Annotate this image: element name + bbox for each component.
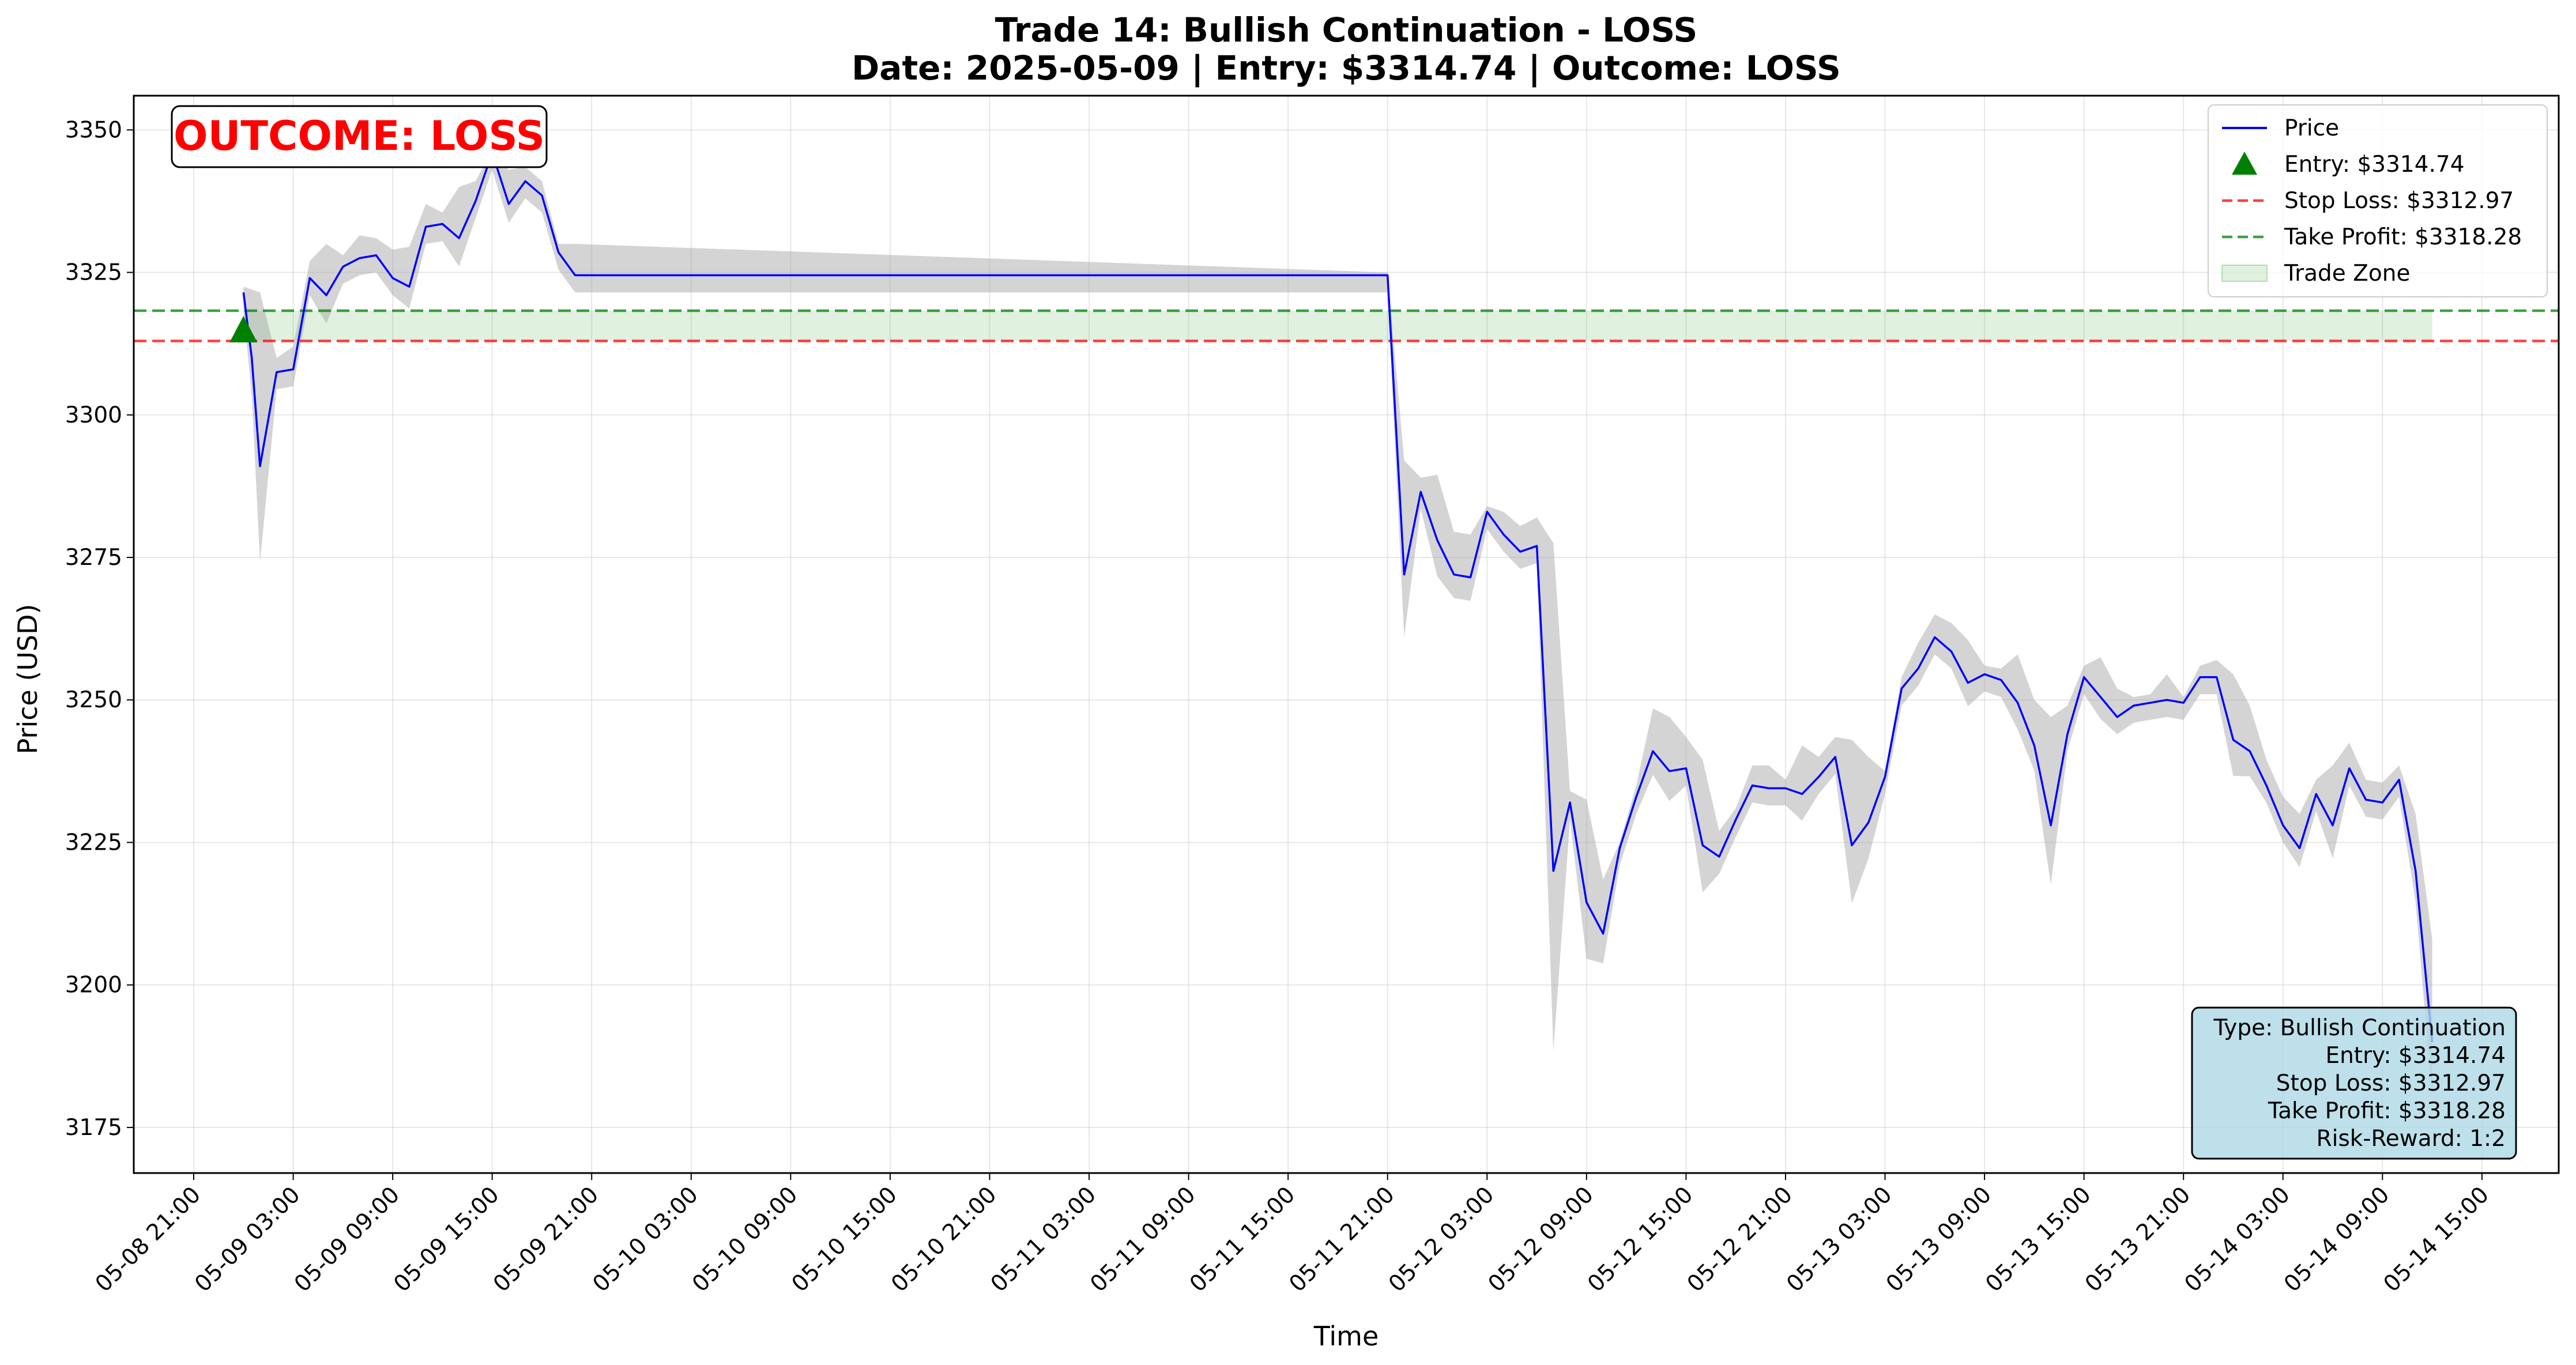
outcome-badge-box [171, 105, 548, 168]
trade-info-line: Entry: $3314.74 [2325, 1043, 2506, 1069]
legend-label: Take Profit: $3318.28 [2284, 224, 2522, 250]
trade-info-line: Risk-Reward: 1:2 [2317, 1126, 2506, 1152]
y-tick-label: 3175 [65, 1115, 122, 1141]
plot-content [134, 149, 2559, 1099]
trade-info-box [2191, 1006, 2517, 1160]
chart-title: Trade 14: Bullish Continuation - LOSS [995, 10, 1698, 50]
trade-info-line: Type: Bullish Continuation [2213, 1015, 2506, 1041]
chart-subtitle: Date: 2025-05-09 | Entry: $3314.74 | Out… [852, 48, 1841, 88]
y-tick-label: 3300 [65, 402, 122, 428]
legend-label: Stop Loss: $3312.97 [2284, 188, 2514, 214]
y-axis-label: Price (USD) [12, 604, 43, 754]
legend-swatch-entry [2232, 152, 2257, 175]
x-axis-label: Time [1313, 1321, 1379, 1352]
entry-marker [229, 316, 258, 343]
legend-label: Price [2284, 115, 2339, 141]
y-tick-label: 3200 [65, 972, 122, 998]
legend-label: Trade Zone [2284, 261, 2410, 286]
y-tick-label: 3275 [65, 545, 122, 571]
legend-box [2208, 104, 2548, 297]
price-range-band [243, 149, 2432, 1099]
legend-label: Entry: $3314.74 [2284, 152, 2465, 178]
legend-swatch-trade-zone [2221, 265, 2268, 282]
y-tick-label: 3225 [65, 829, 122, 855]
trade-info-line: Take Profit: $3318.28 [2268, 1098, 2506, 1124]
trade-zone [243, 311, 2432, 341]
y-tick-label: 3250 [65, 687, 122, 713]
plot-frame [133, 95, 2560, 1174]
trade-info-line: Stop Loss: $3312.97 [2276, 1070, 2506, 1096]
outcome-badge: OUTCOME: LOSS [174, 112, 545, 160]
y-tick-label: 3325 [65, 260, 122, 286]
y-tick-label: 3350 [65, 117, 122, 143]
price-series-line [242, 152, 2434, 1042]
